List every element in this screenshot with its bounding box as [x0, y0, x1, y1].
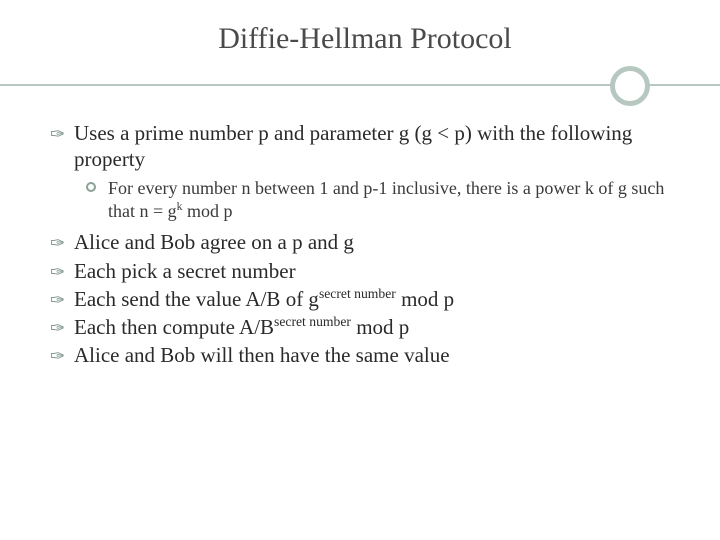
swirl-bullet-icon: ✑	[50, 345, 65, 368]
slide-title: Diffie-Hellman Protocol	[50, 22, 680, 56]
circle-bullet-icon	[86, 182, 96, 192]
bullet-text: Uses a prime number p and parameter g (g…	[74, 121, 632, 171]
swirl-bullet-icon: ✑	[50, 232, 65, 255]
bullet-text: For every number n between 1 and p-1 inc…	[108, 178, 664, 221]
slide-content: ✑ Uses a prime number p and parameter g (…	[50, 120, 680, 369]
bullet-text: Alice and Bob agree on a p and g	[74, 230, 354, 254]
swirl-bullet-icon: ✑	[50, 317, 65, 340]
bullet-text: Each send the value A/B of gsecret numbe…	[74, 287, 454, 311]
slide: Diffie-Hellman Protocol ✑ Uses a prime nu…	[0, 0, 720, 540]
bullet-text: Each then compute A/Bsecret number mod p	[74, 315, 409, 339]
bullet-level-1: ✑ Uses a prime number p and parameter g (…	[50, 120, 680, 173]
bullet-text: Alice and Bob will then have the same va…	[74, 343, 450, 367]
bullet-level-2: For every number n between 1 and p-1 inc…	[50, 177, 680, 224]
swirl-bullet-icon: ✑	[50, 123, 65, 146]
title-divider	[50, 62, 680, 110]
swirl-bullet-icon: ✑	[50, 261, 65, 284]
bullet-level-1: ✑ Alice and Bob will then have the same v…	[50, 342, 680, 368]
bullet-level-1: ✑ Each then compute A/Bsecret number mod …	[50, 314, 680, 340]
bullet-level-1: ✑ Each send the value A/B of gsecret numb…	[50, 286, 680, 312]
bullet-level-1: ✑ Each pick a secret number	[50, 258, 680, 284]
divider-circle-icon	[610, 66, 650, 106]
swirl-bullet-icon: ✑	[50, 289, 65, 312]
bullet-level-1: ✑ Alice and Bob agree on a p and g	[50, 229, 680, 255]
bullet-text: Each pick a secret number	[74, 259, 296, 283]
